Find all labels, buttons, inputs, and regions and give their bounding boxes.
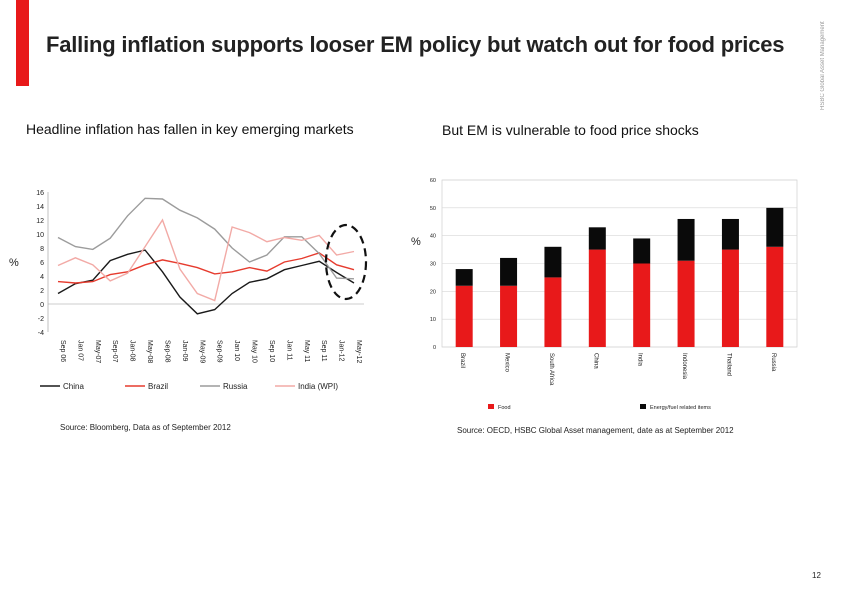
y-tick-label: -2 <box>38 316 44 323</box>
inflation-line-chart: -4 -2 0 2 4 6 8 10 12 14 16% Sep 06 Jan 07 May-07 Sep-… <box>9 190 368 391</box>
x-tick-label: Jan 07 <box>76 340 83 361</box>
bar-energy <box>766 207 784 247</box>
x-tick-label: India <box>637 353 643 367</box>
series-line-china <box>57 249 355 315</box>
x-tick-label: Mexico <box>504 353 510 373</box>
bar-food <box>500 285 518 347</box>
highlight-ellipse <box>324 223 368 301</box>
legend-swatch <box>640 404 646 409</box>
x-tick-label: Sep 10 <box>268 340 275 362</box>
x-tick-label: Sep-07 <box>111 340 118 363</box>
x-tick-label: Sep-08 <box>163 340 170 363</box>
bar-energy <box>588 227 606 250</box>
page-title: Falling inflation supports looser EM pol… <box>46 32 785 57</box>
y-tick-label: 16 <box>36 190 44 197</box>
series-line-india-wpi- <box>57 218 355 302</box>
x-tick-label: May-09 <box>198 340 205 363</box>
x-tick-label: Jan 10 <box>233 340 240 361</box>
bar-energy <box>500 257 518 286</box>
x-tick-label: Jan-09 <box>181 340 188 362</box>
x-tick-label: Thailand <box>725 353 731 376</box>
x-tick-label: May-12 <box>355 340 362 363</box>
y-tick-label: 0 <box>433 345 436 351</box>
bar-food <box>633 263 651 347</box>
y-axis-label: % <box>9 257 19 269</box>
side-brand-label: HSBC Global Asset Management <box>820 21 826 110</box>
y-axis-label: % <box>411 236 421 248</box>
y-tick-label: 2 <box>40 288 44 295</box>
y-tick-label: 60 <box>430 178 436 184</box>
y-tick-label: -4 <box>38 330 44 337</box>
x-tick-label: May-07 <box>94 340 101 363</box>
y-tick-label: 12 <box>36 218 44 225</box>
y-tick-label: 6 <box>40 260 44 267</box>
series-line-brazil <box>57 252 355 284</box>
x-tick-label: Sep 11 <box>320 340 327 362</box>
legend-swatch <box>488 404 494 409</box>
left-chart-source: Source: Bloomberg, Data as of September … <box>60 423 231 432</box>
bar-food <box>588 249 606 347</box>
bar-energy <box>455 269 473 286</box>
x-tick-label: South Africa <box>548 353 554 386</box>
accent-bar <box>16 0 29 86</box>
x-tick-label: Jan-12 <box>338 340 345 362</box>
legend-label: Food <box>498 405 511 411</box>
bar-food <box>721 249 739 347</box>
y-tick-label: 10 <box>430 317 436 323</box>
y-tick-label: 20 <box>430 289 436 295</box>
left-chart-subtitle: Headline inflation has fallen in key eme… <box>26 121 354 137</box>
y-tick-label: 40 <box>430 234 436 240</box>
bar-food <box>455 285 473 347</box>
x-tick-label: Jan 11 <box>285 340 292 361</box>
x-tick-label: Jan-08 <box>129 340 136 362</box>
y-tick-label: 10 <box>36 232 44 239</box>
bar-energy <box>721 218 739 250</box>
legend-label: India (WPI) <box>298 382 338 391</box>
y-tick-label: 50 <box>430 206 436 212</box>
y-tick-label: 30 <box>430 262 436 268</box>
bar-energy <box>544 246 562 278</box>
x-tick-label: Indonesia <box>681 353 687 380</box>
bar-energy <box>677 218 695 261</box>
y-tick-label: 8 <box>40 246 44 253</box>
bar-energy <box>633 238 651 264</box>
bar-food <box>677 260 695 347</box>
x-tick-label: Sep 06 <box>59 340 66 362</box>
x-tick-label: Russia <box>770 353 776 372</box>
page-number: 12 <box>812 571 821 580</box>
x-tick-label: Brazil <box>459 353 465 368</box>
y-tick-label: 14 <box>36 204 44 211</box>
x-tick-label: May 10 <box>251 340 258 363</box>
x-tick-label: May 11 <box>303 340 310 363</box>
x-tick-label: Sep-09 <box>216 340 223 363</box>
right-chart-subtitle: But EM is vulnerable to food price shock… <box>442 122 699 138</box>
legend-label: China <box>63 382 84 391</box>
x-tick-label: May-08 <box>146 340 153 363</box>
bar-food <box>766 246 784 347</box>
legend-label: Russia <box>223 382 248 391</box>
bar-food <box>544 277 562 347</box>
legend-label: Brazil <box>148 382 168 391</box>
x-tick-label: China <box>592 353 598 369</box>
food-energy-bar-chart: 0 10 20 30 40 50 60% Brazil Mexico South Africa Ch… <box>411 178 798 411</box>
y-tick-label: 4 <box>40 274 44 281</box>
legend-label: Energy/fuel related items <box>650 405 711 411</box>
right-chart-source: Source: OECD, HSBC Global Asset manageme… <box>457 426 734 435</box>
y-tick-label: 0 <box>40 302 44 309</box>
